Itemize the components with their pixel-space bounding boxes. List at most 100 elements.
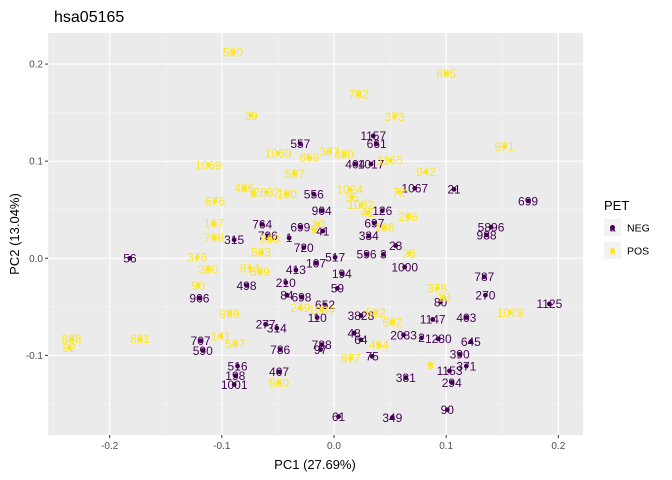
data-point-neg [297, 141, 303, 147]
data-point-neg [322, 302, 328, 308]
data-label-neg: 5896 [478, 221, 505, 235]
data-point-pos [267, 236, 273, 242]
data-label-pos: 587 [225, 337, 245, 351]
data-label-neg: 110 [308, 311, 327, 325]
data-point-pos [284, 191, 290, 197]
data-point-neg [444, 407, 450, 413]
data-label-neg: 384 [359, 229, 379, 243]
data-label-neg: 788 [312, 338, 332, 352]
data-point-pos [315, 221, 321, 227]
data-label-neg: 349 [382, 411, 402, 425]
data-point-neg [197, 295, 202, 301]
data-label-pos: 888 [62, 332, 82, 346]
data-point-neg [320, 228, 326, 234]
data-point-neg [525, 198, 531, 204]
data-point-neg [371, 220, 377, 226]
x-axis-ticks: -0.2 -0.1 0.0 0.1 0.2 [101, 435, 566, 452]
data-point-pos [423, 169, 429, 175]
data-label-neg: 23 [389, 239, 403, 253]
data-label-pos: 72 [392, 186, 406, 200]
data-point-neg [370, 133, 376, 139]
data-point-pos [406, 251, 412, 256]
data-label-neg: 97 [314, 343, 328, 357]
data-label-pos: 373 [385, 110, 405, 124]
data-point-neg [319, 208, 325, 214]
data-point-neg [435, 336, 441, 342]
data-label-neg: 75 [365, 350, 379, 364]
data-point-neg [483, 292, 488, 298]
data-point-pos [211, 235, 217, 241]
data-label-pos: 942 [416, 165, 436, 179]
data-point-pos [392, 114, 397, 119]
data-label-pos: 380 [198, 262, 218, 276]
data-label-pos: 676 [205, 194, 225, 208]
data-label-pos: 1024 [336, 183, 363, 197]
data-point-pos [69, 336, 74, 342]
data-point-neg [364, 251, 369, 257]
data-point-pos [227, 311, 233, 317]
data-point-neg [277, 347, 283, 352]
data-label-pos: 387 [320, 145, 340, 159]
data-point-neg [401, 332, 406, 338]
data-label-pos: 90 [192, 279, 206, 293]
data-label-neg: 1157 [360, 129, 386, 143]
data-label-neg: 517 [325, 251, 345, 265]
data-label-neg: 404 [345, 157, 365, 171]
legend-key-letter-neg: a [610, 224, 616, 235]
data-label-pos: 1060 [265, 147, 292, 161]
data-label-neg: 294 [442, 376, 462, 390]
major-gridlines [48, 33, 583, 435]
data-point-pos [241, 185, 247, 191]
data-label-pos: 877 [341, 352, 361, 366]
data-point-neg [463, 363, 469, 369]
x-tick-label: -0.2 [101, 441, 119, 452]
data-point-pos [257, 269, 263, 275]
data-label-pos: 597 [285, 167, 305, 181]
data-point-neg [244, 283, 249, 288]
data-label-neg: 390 [450, 348, 470, 362]
data-label-pos: 1084 [308, 303, 335, 317]
data-label-neg: 498 [237, 279, 257, 293]
data-label-pos: 1165 [377, 154, 403, 168]
data-label-pos: 92 [63, 341, 77, 355]
data-label-pos: 249 [290, 301, 310, 315]
data-label-neg: 90 [441, 403, 455, 417]
data-label-pos: 10 [437, 290, 451, 304]
data-point-neg [283, 280, 289, 285]
data-point-pos [348, 355, 354, 361]
data-point-pos [211, 220, 217, 226]
data-label-neg: 787 [474, 270, 494, 284]
data-label-neg: 59 [331, 282, 345, 296]
chart-title: hsa05165 [54, 9, 124, 26]
data-label-pos: 5 [310, 222, 317, 236]
data-point-pos [205, 266, 211, 272]
data-point-neg [339, 271, 345, 277]
data-point-pos [376, 342, 382, 348]
data-point-neg [402, 264, 408, 270]
data-label-neg: 698 [291, 290, 311, 304]
data-label-pos: 895 [436, 67, 456, 81]
data-label-pos: 141 [211, 329, 231, 343]
data-point-neg [463, 315, 469, 320]
x-tick-label: 0.1 [439, 441, 453, 452]
data-label-neg: 1147 [420, 313, 446, 327]
y-tick-label: 0.0 [29, 254, 43, 265]
data-point-pos [195, 283, 201, 288]
data-label-pos: 503 [251, 246, 271, 260]
data-label-neg: 84 [280, 288, 294, 302]
data-point-neg [366, 233, 372, 239]
data-label-pos: 582 [365, 306, 385, 320]
data-point-neg [412, 185, 418, 191]
data-point-pos [247, 265, 253, 271]
data-point-pos [428, 362, 433, 368]
data-point-neg [332, 254, 338, 260]
data-point-pos [389, 319, 395, 325]
data-point-neg [358, 313, 364, 318]
data-point-neg [286, 235, 292, 241]
data-label-pos: 10 [312, 218, 326, 232]
data-label-neg: 56 [123, 252, 137, 266]
data-point-neg [546, 301, 552, 307]
data-label-neg: 1280 [425, 332, 452, 346]
data-point-pos [327, 149, 332, 154]
data-point-pos [365, 210, 371, 216]
